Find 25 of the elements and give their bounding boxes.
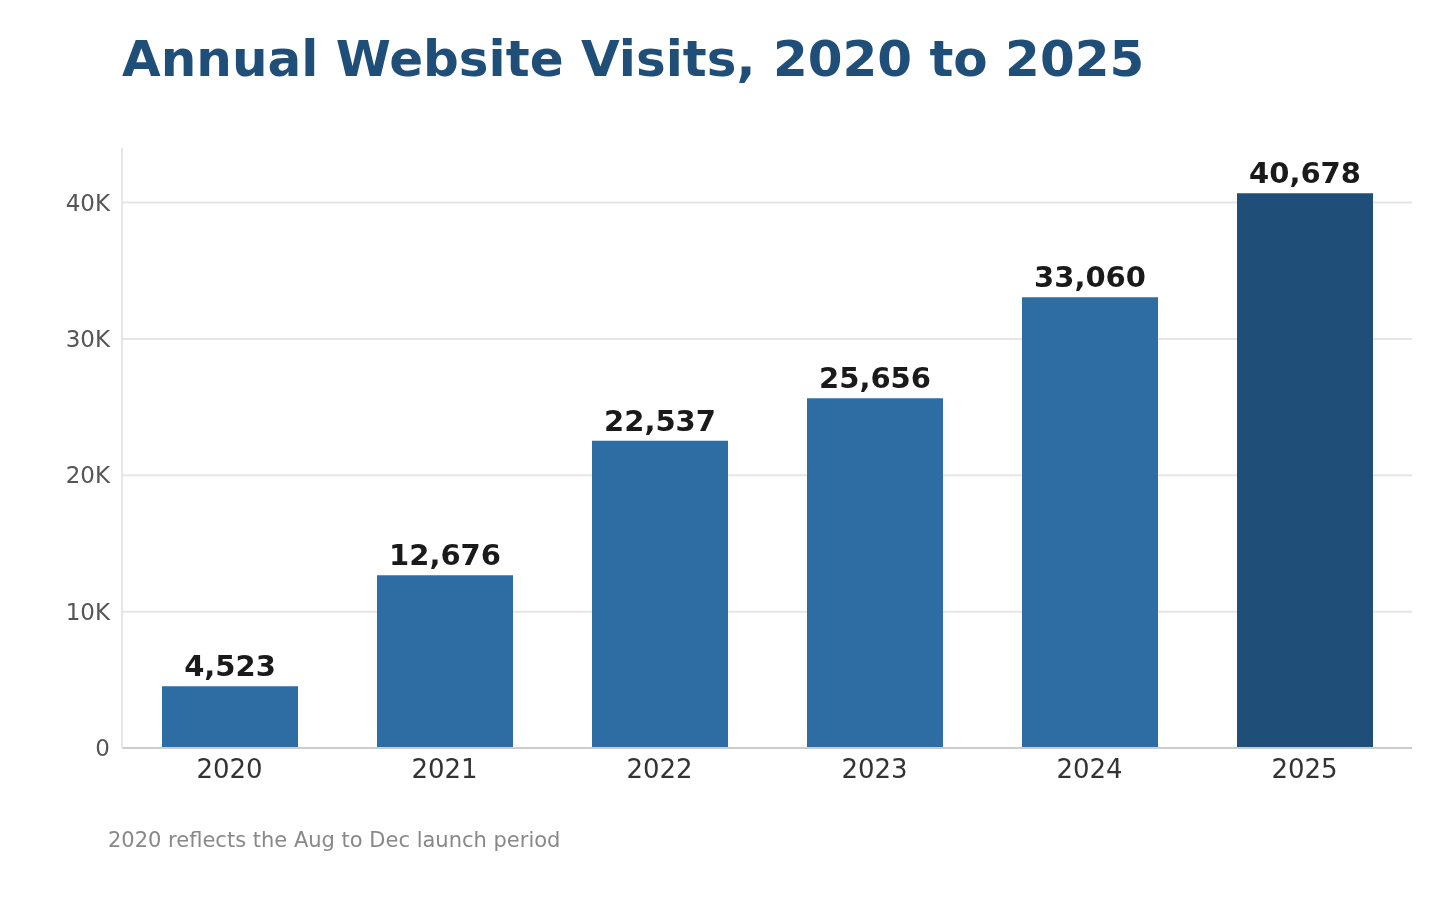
y-tick-label: 40K xyxy=(65,189,111,216)
bar xyxy=(162,686,298,748)
bar xyxy=(377,575,513,748)
x-tick-label: 2022 xyxy=(626,754,693,785)
data-label: 40,678 xyxy=(1249,156,1361,191)
x-tick-label: 2023 xyxy=(841,754,908,785)
chart-title: Annual Website Visits, 2020 to 2025 xyxy=(121,29,1146,90)
text: 2020 reflects the Aug to Dec launch period xyxy=(107,828,562,852)
y-tick-label: 0 xyxy=(95,735,110,762)
y-tick-label: 30K xyxy=(65,326,111,353)
y-tick-label: 10K xyxy=(65,598,111,625)
x-tick-label: 2021 xyxy=(411,754,478,785)
x-tick-label: 2025 xyxy=(1271,754,1338,785)
bar xyxy=(1022,297,1158,748)
x-tick-label: 2024 xyxy=(1056,754,1123,785)
x-tick-label: 2020 xyxy=(196,754,263,785)
data-label: 22,537 xyxy=(604,403,716,438)
bar xyxy=(1237,193,1373,748)
bar xyxy=(807,398,943,748)
y-tick-label: 20K xyxy=(65,462,111,489)
data-label: 12,676 xyxy=(389,538,501,573)
data-label: 4,523 xyxy=(184,649,276,684)
data-label: 33,060 xyxy=(1034,260,1146,295)
bar xyxy=(592,440,728,748)
data-label: 25,656 xyxy=(819,361,931,396)
